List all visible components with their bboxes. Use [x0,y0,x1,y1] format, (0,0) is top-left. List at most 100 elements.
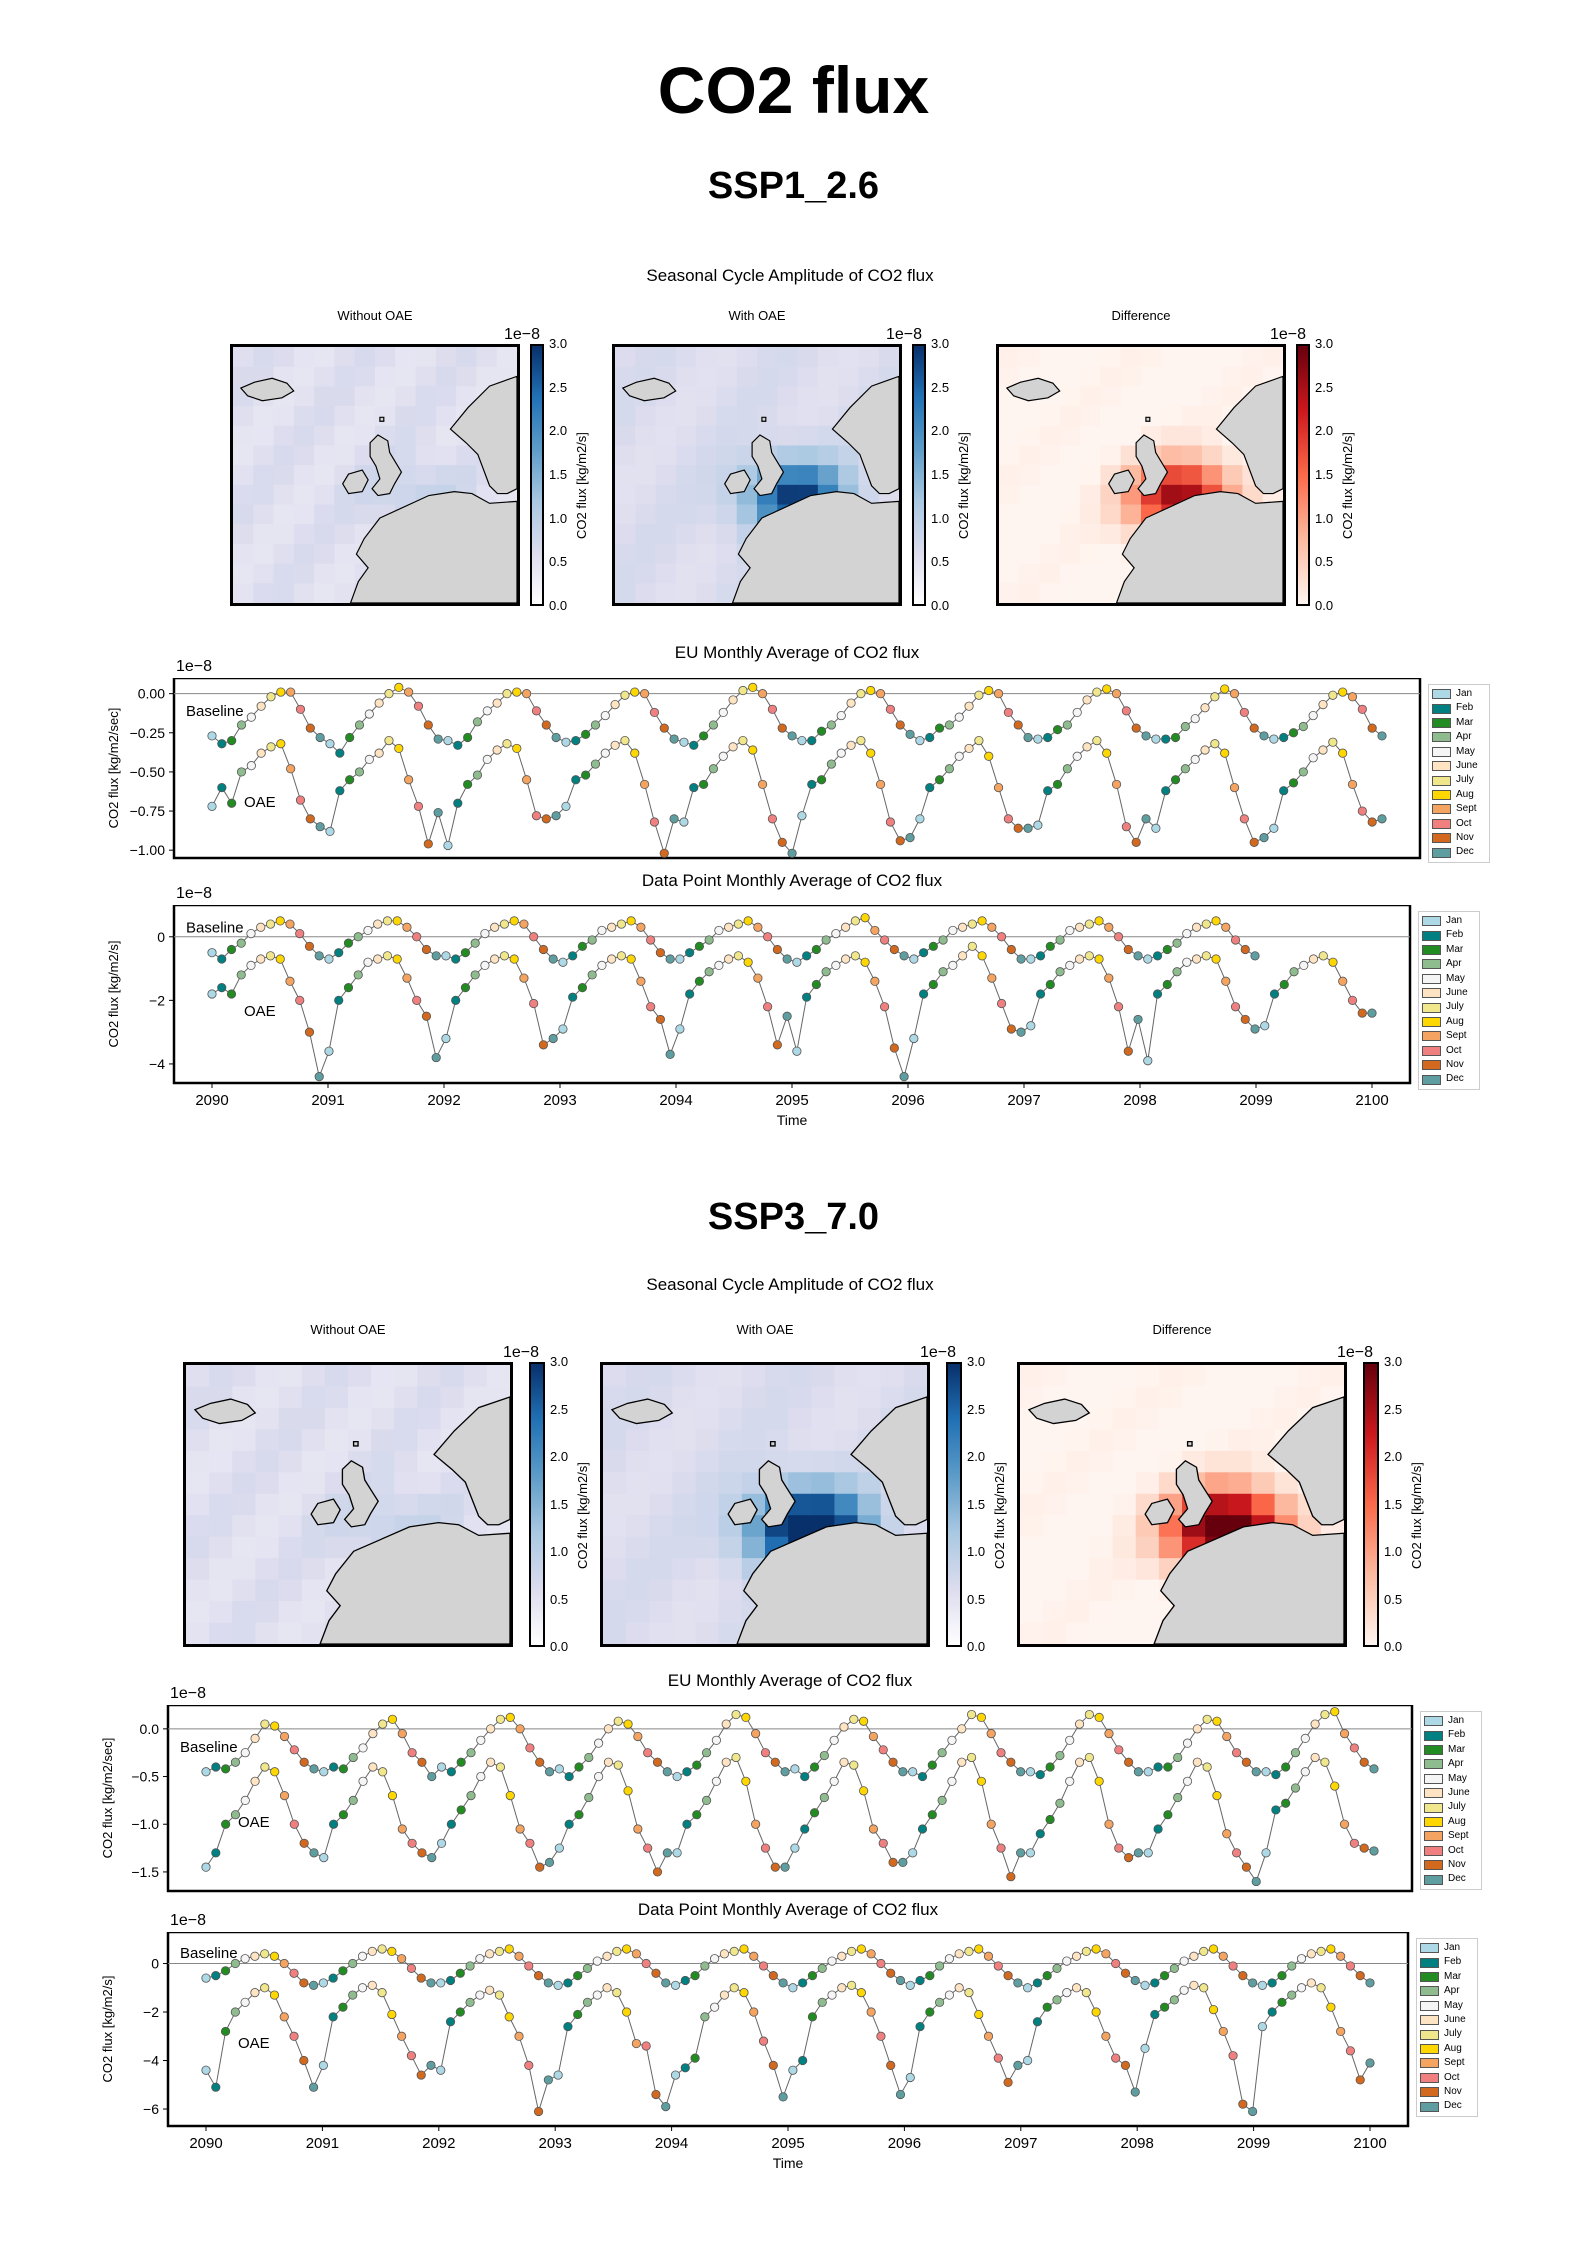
colorbar [529,1362,545,1647]
month-legend: Jan Feb Mar Apr May June July Aug Sept Oct Nov Dec [1420,1711,1482,1890]
legend-label: Dec [1456,846,1474,858]
data-point [490,954,500,964]
data-point [524,1961,534,1971]
data-point [1042,2002,1052,2012]
data-point [1055,967,1065,977]
data-point [731,1709,741,1720]
data-point [1006,944,1016,955]
data-point [1033,734,1043,744]
data-point [652,1757,663,1767]
data-point [636,976,646,986]
colorbar-exponent: 1e−8 [1337,1344,1374,1361]
legend-swatch [1422,945,1441,956]
time-series-chart: 0 −2 −4 CO2 flux [kg/m2/s] Baseline OAE 2090 20… [106,903,1412,1128]
data-point [925,732,935,743]
data-point [1130,2087,1140,2097]
data-point [856,1988,866,1998]
data-point [364,709,374,719]
data-point [721,1757,731,1767]
data-point [324,954,334,964]
data-point [603,1724,614,1734]
data-point [880,935,890,945]
data-point [1202,1714,1212,1724]
data-point [1287,1961,1297,1971]
data-point [1339,1729,1350,1739]
colorbar-exponent: 1e−8 [504,326,541,343]
data-point [646,935,656,945]
y-axis-exponent: 1e−8 [176,658,213,675]
data-point [782,954,792,964]
data-point [338,1764,349,1774]
colorbar-tick-label: 2.5 [931,379,950,395]
data-point [1212,1716,1222,1726]
data-point [1173,1752,1183,1763]
y-axis-exponent: 1e−8 [170,1912,207,1929]
data-point [1102,684,1112,694]
data-point [1326,1944,1336,1954]
data-point [423,720,433,730]
data-point [986,1819,996,1829]
data-point [1016,1848,1026,1858]
data-point [964,701,974,711]
x-tick-label: 2100 [1355,1092,1388,1109]
data-point [1257,1980,1268,1990]
data-point [610,740,620,750]
data-point [1072,707,1082,718]
data-point [809,1808,820,1818]
data-point [490,922,500,932]
colorbar-tick-label: 2.0 [550,1449,569,1464]
data-point [1121,822,1131,832]
data-point [553,1980,563,1990]
map-field [186,1365,510,1644]
data-point [486,1757,496,1767]
x-tick-label: 2096 [888,2135,921,2152]
legend-item: Dec [1424,1872,1478,1886]
data-point [937,1748,947,1758]
data-point [672,1771,682,1782]
legend-item: Dec [1432,845,1486,859]
map-panel [996,344,1286,606]
data-point [472,770,483,780]
data-point [790,1843,800,1853]
data-point [1289,967,1299,977]
legend-item: Mar [1432,716,1486,730]
data-point [1298,721,1308,732]
data-point [519,973,529,983]
data-point [622,1944,632,1954]
data-point [600,748,610,758]
data-point [626,954,636,964]
data-point [925,1971,935,1981]
legend-item: July [1424,1800,1478,1814]
data-point [613,1760,623,1770]
data-point [587,935,597,945]
data-point [436,1838,447,1848]
data-point [728,695,738,705]
data-point [584,1752,594,1763]
colorbar-exponent: 1e−8 [1270,326,1307,343]
data-point [839,1722,849,1732]
legend-label: Feb [1446,929,1464,941]
data-point [318,1978,328,1988]
data-point [1238,1971,1248,1981]
legend-item: Nov [1424,1858,1478,1872]
data-point [236,970,246,980]
data-point [466,1791,476,1801]
data-point [535,1862,545,1872]
data-point [529,932,539,942]
data-point [948,925,958,936]
data-point [509,916,519,926]
data-point [905,2072,915,2083]
data-point [201,1862,211,1872]
data-point [895,1975,906,1986]
data-point [780,1767,790,1777]
colorbar [912,344,926,606]
data-point [548,1033,558,1044]
data-point [270,1767,280,1777]
data-point [905,1980,915,1990]
legend-swatch [1422,959,1441,970]
data-point [279,1791,290,1801]
data-point [335,786,345,796]
data-point [460,983,471,993]
data-point [1013,823,1023,833]
data-point [846,698,856,708]
